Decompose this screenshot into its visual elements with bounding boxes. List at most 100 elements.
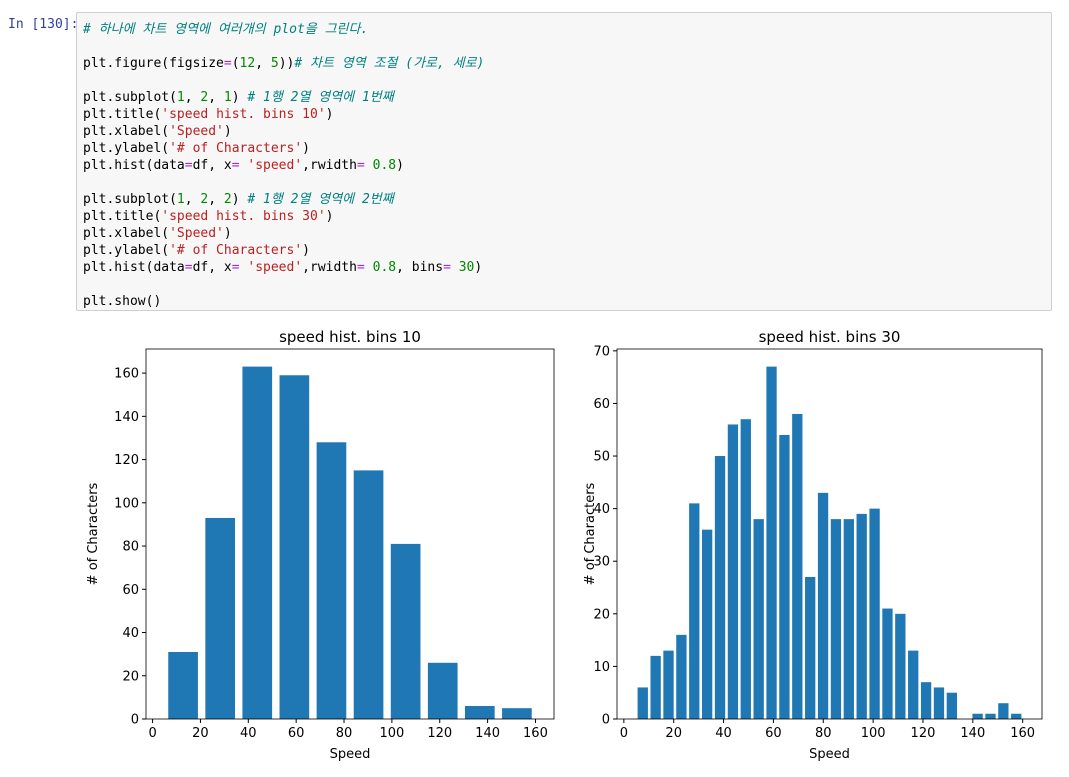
bar [242,366,273,719]
x-axis-label: Speed [809,747,850,762]
y-tick-label: 160 [114,367,139,382]
x-tick-label: 80 [815,726,832,741]
bar [985,713,996,719]
bar [714,456,726,719]
y-tick-label: 20 [593,607,610,622]
y-tick-label: 70 [593,344,610,359]
code-line: plt.ylabel('# of Characters') [83,141,310,156]
code-line: plt.hist(data=df, x= 'speed',rwidth= 0.8… [83,158,404,173]
chart-title: speed hist. bins 10 [279,328,421,346]
bar [205,517,236,719]
code-line: plt.show() [83,294,162,309]
bar [464,706,495,719]
x-tick-label: 100 [379,726,404,741]
bar [908,650,919,719]
code-line: plt.subplot(1, 2, 1) # 1행 2열 영역에 1번째 [83,90,394,105]
x-tick-label: 140 [960,726,985,741]
y-tick-label: 120 [114,453,139,468]
x-tick-label: 100 [861,726,886,741]
y-tick-label: 30 [593,555,610,570]
bar [676,634,687,719]
bar [637,687,648,719]
bar [830,519,842,719]
bar [920,682,932,719]
x-tick-label: 40 [715,726,732,741]
code-cell[interactable]: # 하나에 차트 영역에 여러개의 plot을 그린다. plt.figure(f… [76,12,1052,311]
x-tick-label: 160 [1010,726,1035,741]
y-axis-label: # of Characters [86,482,101,585]
x-tick-label: 120 [911,726,936,741]
bar [869,508,880,719]
y-tick-label: 50 [593,450,610,465]
x-tick-label: 20 [192,726,209,741]
bar [316,442,347,719]
bar [972,713,983,719]
axes-frame [616,348,1043,720]
code-block: plt.subplot(1, 2, 1) # 1행 2열 영역에 1번째 plt.… [83,89,1045,174]
prompt: In [130]: [8,17,79,32]
bar [895,613,906,719]
bar [353,470,384,719]
x-tick-label: 160 [523,726,548,741]
bar [168,651,198,719]
code-block: plt.subplot(1, 2, 2) # 1행 2열 영역에 2번째 plt.… [83,191,1045,276]
x-tick-label: 0 [148,726,156,741]
bar [805,576,816,719]
bar [882,608,893,719]
bar [279,375,310,719]
bar [998,703,1009,719]
y-tick-label: 80 [122,540,139,555]
bar [753,519,764,719]
bar [817,492,829,719]
bar [856,513,867,719]
bar [701,529,713,719]
x-tick-label: 20 [665,726,682,741]
x-tick-label: 120 [427,726,452,741]
chart-title: speed hist. bins 30 [759,328,901,346]
bar [946,692,958,719]
y-tick-label: 0 [602,713,610,728]
bar [740,419,751,719]
bar [502,708,532,719]
bar [663,650,674,719]
code-line: plt.subplot(1, 2, 2) # 1행 2열 영역에 2번째 [83,192,394,207]
code-block: plt.show() [83,293,1045,310]
y-tick-label: 100 [114,496,139,511]
bar [792,413,803,719]
code-line: plt.xlabel('Speed') [83,124,232,139]
bar [779,434,790,719]
bar [650,655,661,719]
x-tick-label: 60 [765,726,782,741]
y-tick-label: 40 [122,626,139,641]
code-line: plt.xlabel('Speed') [83,226,232,241]
code-line: # 하나에 차트 영역에 여러개의 plot을 그린다. [83,22,369,37]
y-tick-label: 40 [593,502,610,517]
x-tick-label: 140 [475,726,500,741]
bar [843,519,854,719]
y-tick-label: 0 [131,713,139,728]
y-tick-label: 60 [122,583,139,598]
y-tick-label: 10 [593,660,610,675]
x-tick-label: 0 [620,726,628,741]
bar [689,503,700,719]
y-axis-label: # of Characters [583,482,598,585]
code-block: # 하나에 차트 영역에 여러개의 plot을 그린다. [83,21,1045,38]
x-tick-label: 60 [288,726,305,741]
x-axis-label: Speed [330,747,371,762]
code-line: plt.hist(data=df, x= 'speed',rwidth= 0.8… [83,260,483,275]
code-line: plt.title('speed hist. bins 10') [83,107,334,122]
y-tick-label: 20 [122,669,139,684]
bar [933,687,945,719]
x-tick-label: 40 [240,726,257,741]
axes-frame [145,348,555,720]
bar [727,424,739,719]
bar [427,662,458,719]
x-tick-label: 80 [336,726,353,741]
bar [766,366,777,719]
bar [390,543,421,719]
y-tick-label: 140 [114,410,139,425]
y-tick-label: 60 [593,397,610,412]
bar [1011,713,1022,719]
